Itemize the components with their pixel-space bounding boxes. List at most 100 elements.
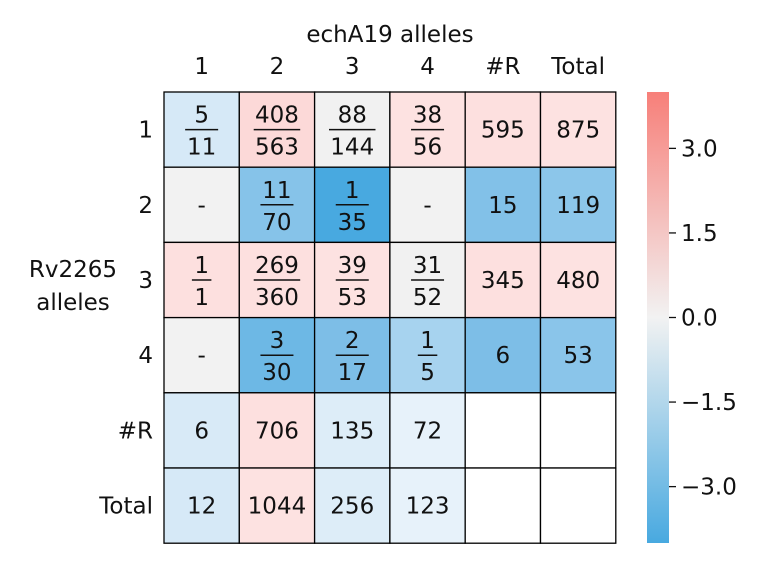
heatmap-cell-rect	[539, 467, 617, 544]
heatmap-cell: 1044	[238, 467, 316, 544]
colorbar-tick-label: −3.0	[681, 475, 737, 501]
heatmap-cell-rect	[163, 392, 240, 469]
heatmap-cell-rect	[464, 467, 542, 544]
heatmap-cell	[464, 467, 542, 544]
cell-value: 135	[330, 418, 374, 444]
row-label: Total	[98, 494, 153, 520]
cell-denominator: 360	[255, 285, 299, 311]
cell-value: -	[197, 343, 205, 369]
colorbar-ticks: 3.0 1.5 0.0 −1.5 −3.0	[669, 136, 737, 501]
heatmap-cell-rect	[313, 467, 391, 544]
heatmap-cell-rect	[389, 467, 466, 544]
heatmap-cell: 123	[389, 467, 466, 544]
cell-denominator: 5	[420, 360, 435, 386]
cell-value: 12	[187, 494, 216, 520]
heatmap-cell: 706	[238, 392, 316, 469]
heatmap-cell: 330	[238, 316, 316, 394]
heatmap-cell-rect	[539, 392, 617, 469]
row-label: 4	[138, 343, 153, 369]
column-label: Total	[550, 54, 605, 80]
column-label: 2	[270, 54, 285, 80]
colorbar-tick-label: 0.0	[681, 306, 718, 332]
cell-numerator: 408	[255, 103, 299, 129]
heatmap-cell: 119	[539, 166, 617, 244]
cell-value: 345	[481, 268, 525, 294]
cell-denominator: 56	[413, 135, 442, 161]
cell-numerator: 11	[262, 178, 291, 204]
cell-value: 875	[556, 118, 600, 144]
heatmap-cell: 6	[464, 316, 542, 394]
y-axis-label-line-1: Rv2265	[29, 257, 117, 283]
heatmap-cell-rect	[464, 166, 542, 244]
heatmap-cell: -	[389, 166, 466, 244]
column-labels: 1 2 3 4 #R Total	[194, 54, 605, 80]
heatmap-cell-rect	[464, 91, 542, 168]
heatmap-cell: -	[163, 166, 240, 244]
cell-denominator: 17	[338, 360, 367, 386]
cell-numerator: 1	[194, 253, 209, 279]
heatmap-cell: 135	[313, 166, 391, 244]
heatmap-cell-rect	[539, 91, 617, 168]
cell-numerator: 5	[194, 103, 209, 129]
column-label: 1	[194, 54, 209, 80]
heatmap-cell: 53	[539, 316, 617, 394]
heatmap-cell-rect	[238, 392, 316, 469]
row-label: 2	[138, 193, 153, 219]
cell-denominator: 11	[187, 135, 216, 161]
cell-denominator: 563	[255, 135, 299, 161]
heatmap-cell: 12	[163, 467, 240, 544]
colorbar-tick-label: −1.5	[681, 390, 737, 416]
heatmap-cell: 6	[163, 392, 240, 469]
cell-value: 1044	[248, 494, 307, 520]
cell-numerator: 1	[420, 328, 435, 354]
heatmap-cell: 480	[539, 241, 617, 319]
cell-numerator: 88	[338, 103, 367, 129]
cell-numerator: 2	[345, 328, 360, 354]
heatmap-cell-rect	[389, 392, 466, 469]
cell-numerator: 31	[413, 253, 442, 279]
chart-title: echA19 alleles	[306, 22, 473, 48]
cell-value: 72	[413, 418, 442, 444]
cell-value: -	[423, 193, 431, 219]
heatmap-cell-rect	[539, 316, 617, 394]
cell-value: 595	[481, 118, 525, 144]
cell-numerator: 38	[413, 103, 442, 129]
y-axis-label-line-2: alleles	[36, 290, 110, 316]
cell-value: 6	[496, 343, 511, 369]
heatmap-cell: 15	[389, 316, 466, 394]
cell-value: 119	[556, 193, 600, 219]
heatmap-cell: -	[163, 316, 240, 394]
row-label: 1	[138, 118, 153, 144]
heatmap-cell	[539, 467, 617, 544]
cell-value: 706	[255, 418, 299, 444]
cell-numerator: 269	[255, 253, 299, 279]
cell-value: 15	[488, 193, 517, 219]
heatmap-cell: 15	[464, 166, 542, 244]
row-label: #R	[118, 418, 153, 444]
cell-value: 6	[194, 418, 209, 444]
row-labels: 1 2 3 4 #R Total	[98, 118, 153, 520]
cell-denominator: 30	[262, 360, 291, 386]
heatmap-cell-rect	[539, 166, 617, 244]
heatmap-cell: 595	[464, 91, 542, 168]
column-label: #R	[485, 54, 520, 80]
colorbar-tick-label: 3.0	[681, 136, 718, 162]
cell-denominator: 53	[338, 285, 367, 311]
heatmap-cell: 256	[313, 467, 391, 544]
heatmap-cell: 345	[464, 241, 542, 319]
heatmap-cell	[539, 392, 617, 469]
cell-numerator: 3	[270, 328, 285, 354]
heatmap-cell-rect	[539, 241, 617, 319]
cell-numerator: 1	[345, 178, 360, 204]
cell-value: -	[197, 193, 205, 219]
heatmap-cell: 135	[313, 392, 391, 469]
row-label: 3	[138, 268, 153, 294]
heatmap-cell: 875	[539, 91, 617, 168]
